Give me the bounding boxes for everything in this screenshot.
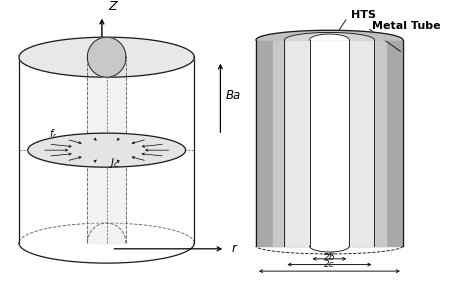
Polygon shape bbox=[256, 30, 403, 40]
Text: $J_C$: $J_C$ bbox=[109, 156, 121, 170]
Polygon shape bbox=[310, 34, 349, 40]
Text: r: r bbox=[231, 242, 236, 255]
Text: Z: Z bbox=[108, 0, 117, 13]
Polygon shape bbox=[28, 133, 185, 167]
Text: 2c: 2c bbox=[324, 260, 335, 269]
Polygon shape bbox=[310, 246, 349, 252]
Text: 2a: 2a bbox=[324, 248, 335, 257]
Polygon shape bbox=[273, 40, 386, 246]
Polygon shape bbox=[310, 40, 349, 246]
Text: $f_r$: $f_r$ bbox=[49, 127, 57, 141]
Polygon shape bbox=[87, 37, 126, 77]
Polygon shape bbox=[286, 40, 373, 246]
Text: Ba: Ba bbox=[226, 89, 241, 102]
Text: Metal Tube: Metal Tube bbox=[372, 21, 441, 31]
Polygon shape bbox=[87, 57, 126, 243]
Text: 2b: 2b bbox=[324, 253, 335, 262]
Text: HTS: HTS bbox=[351, 9, 376, 19]
Polygon shape bbox=[256, 40, 403, 246]
Polygon shape bbox=[19, 37, 194, 77]
Polygon shape bbox=[284, 32, 374, 40]
Polygon shape bbox=[284, 40, 374, 246]
